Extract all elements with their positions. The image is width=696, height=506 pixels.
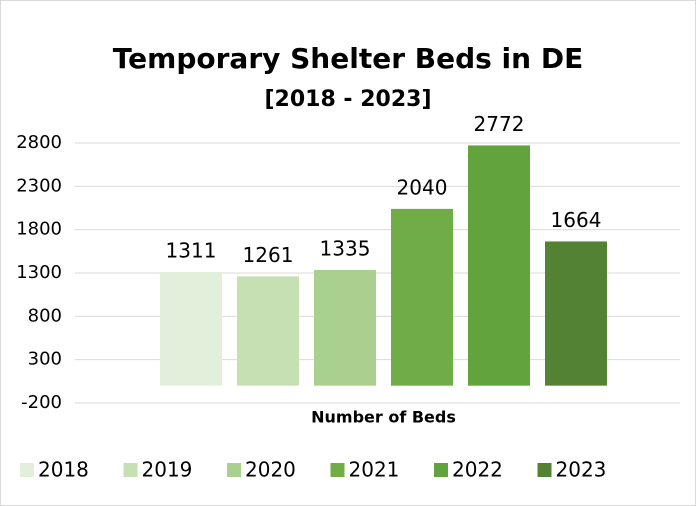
data-label: 2772 <box>474 112 525 136</box>
legend-label: 2019 <box>142 458 193 482</box>
chart-subtitle: [2018 - 2023] <box>264 87 431 112</box>
y-tick-label: 1800 <box>16 219 62 240</box>
y-tick-label: 2800 <box>16 132 62 153</box>
chart-title: Temporary Shelter Beds in DE <box>113 42 583 75</box>
legend-swatch <box>537 463 552 477</box>
data-label: 1311 <box>166 239 217 263</box>
y-tick-label: 300 <box>28 349 62 370</box>
legend-label: 2022 <box>452 458 503 482</box>
data-label: 1261 <box>243 243 294 267</box>
data-label: 1335 <box>320 236 371 260</box>
data-label: 1664 <box>551 208 602 232</box>
bar <box>468 145 530 386</box>
legend-label: 2023 <box>556 458 607 482</box>
legend-swatch <box>330 463 345 477</box>
legend-label: 2021 <box>349 458 400 482</box>
y-tick-label: 800 <box>28 305 62 326</box>
y-tick-label: 1300 <box>16 262 62 283</box>
legend-swatch <box>434 463 448 477</box>
bar <box>545 241 607 386</box>
bar <box>237 276 299 386</box>
legend-label: 2018 <box>38 458 89 482</box>
x-tick-label: Number of Beds <box>311 408 456 427</box>
legend-swatch <box>227 463 241 477</box>
legend-swatch <box>20 463 34 477</box>
legend-swatch <box>123 463 138 477</box>
data-label: 2040 <box>397 175 448 199</box>
bar <box>391 208 453 386</box>
legend-label: 2020 <box>245 458 296 482</box>
y-tick-label: 2300 <box>16 175 62 196</box>
bar <box>160 272 222 386</box>
bar <box>314 269 376 386</box>
y-tick-label: -200 <box>21 392 62 413</box>
